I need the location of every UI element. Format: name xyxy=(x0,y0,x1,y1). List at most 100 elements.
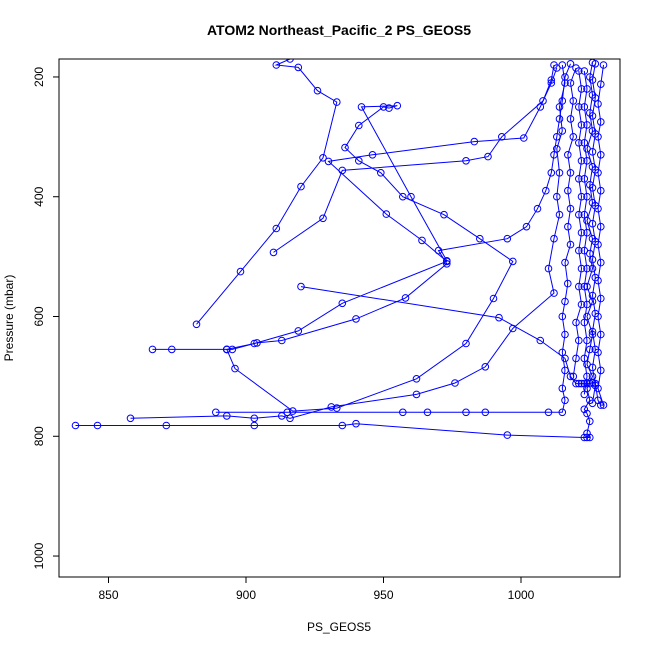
data-point xyxy=(377,169,385,177)
data-point xyxy=(550,234,558,243)
data-point xyxy=(553,145,561,153)
data-point xyxy=(597,401,605,409)
data-point xyxy=(283,408,292,417)
data-point xyxy=(93,421,102,430)
data-point xyxy=(591,130,600,138)
data-point xyxy=(577,157,586,165)
series-line xyxy=(196,59,338,325)
data-point xyxy=(577,379,586,388)
data-point xyxy=(580,405,589,414)
data-point xyxy=(451,379,459,387)
series-12 xyxy=(588,60,600,408)
data-point xyxy=(583,379,591,388)
data-point xyxy=(418,236,426,245)
data-point xyxy=(588,148,597,156)
data-point xyxy=(597,294,605,303)
data-point xyxy=(583,409,591,418)
series-line xyxy=(583,70,588,395)
data-point xyxy=(577,300,586,309)
data-point xyxy=(520,134,528,142)
data-point xyxy=(289,407,297,415)
data-point xyxy=(588,363,597,372)
data-point xyxy=(591,166,600,174)
data-point xyxy=(580,354,589,363)
data-point xyxy=(555,115,564,123)
data-point xyxy=(580,433,589,442)
data-point xyxy=(341,143,349,152)
data-point xyxy=(561,330,569,339)
data-point xyxy=(583,228,591,237)
data-point xyxy=(583,192,591,201)
y-tick-label: 1000 xyxy=(32,542,46,569)
series-4 xyxy=(148,64,561,354)
data-point xyxy=(564,222,572,231)
data-point xyxy=(253,339,261,347)
data-point xyxy=(382,210,391,218)
data-point xyxy=(231,364,239,373)
data-point xyxy=(588,219,597,228)
data-point xyxy=(575,103,583,111)
series-11 xyxy=(580,67,591,399)
data-point xyxy=(569,133,578,141)
data-point xyxy=(591,309,600,318)
data-point xyxy=(272,61,281,69)
data-point xyxy=(591,94,600,102)
series-7 xyxy=(223,101,517,415)
data-point xyxy=(580,67,589,75)
data-point xyxy=(580,246,589,255)
data-point xyxy=(272,224,281,233)
y-tick-label: 600 xyxy=(32,306,46,326)
x-axis-label: PS_GEOS5 xyxy=(307,620,371,634)
data-point xyxy=(338,299,347,308)
data-point xyxy=(580,175,589,183)
data-point xyxy=(583,372,591,381)
x-tick-label: 950 xyxy=(373,588,393,602)
data-point xyxy=(583,312,591,321)
data-point xyxy=(580,390,589,399)
data-point xyxy=(352,315,360,323)
chart-title: ATOM2 Northeast_Pacific_2 PS_GEOS5 xyxy=(207,22,471,38)
data-point xyxy=(561,73,569,81)
data-point xyxy=(319,154,327,162)
data-point xyxy=(313,86,322,95)
y-tick-label: 400 xyxy=(32,186,46,206)
data-point xyxy=(481,408,490,417)
data-point xyxy=(558,384,567,393)
data-point xyxy=(269,248,278,257)
data-point xyxy=(223,345,231,354)
data-point xyxy=(399,192,407,201)
data-point xyxy=(148,345,157,354)
data-point xyxy=(550,61,558,69)
data-point xyxy=(564,279,572,288)
data-point xyxy=(575,210,583,219)
series-line xyxy=(273,64,555,253)
data-point xyxy=(572,318,580,327)
data-point xyxy=(412,375,421,383)
data-point xyxy=(588,264,597,273)
data-point xyxy=(553,133,561,141)
data-point xyxy=(212,408,220,417)
data-point xyxy=(588,184,597,192)
data-point xyxy=(561,396,569,405)
data-point xyxy=(580,282,589,291)
series-2 xyxy=(126,61,569,423)
data-point xyxy=(327,403,336,411)
data-point xyxy=(324,157,333,166)
data-point xyxy=(509,257,517,266)
data-point xyxy=(588,76,597,84)
data-point xyxy=(572,354,580,363)
series-layer xyxy=(71,59,608,442)
series-1 xyxy=(71,59,597,442)
data-point xyxy=(401,294,410,302)
data-point xyxy=(597,258,605,267)
data-point xyxy=(357,103,366,111)
data-point xyxy=(591,273,600,282)
data-point xyxy=(542,186,550,195)
series-10 xyxy=(569,67,586,381)
data-point xyxy=(555,210,564,219)
data-point xyxy=(462,408,470,417)
data-point xyxy=(236,267,245,276)
data-point xyxy=(550,151,558,159)
series-line xyxy=(226,105,514,412)
x-tick-label: 900 xyxy=(236,588,256,602)
